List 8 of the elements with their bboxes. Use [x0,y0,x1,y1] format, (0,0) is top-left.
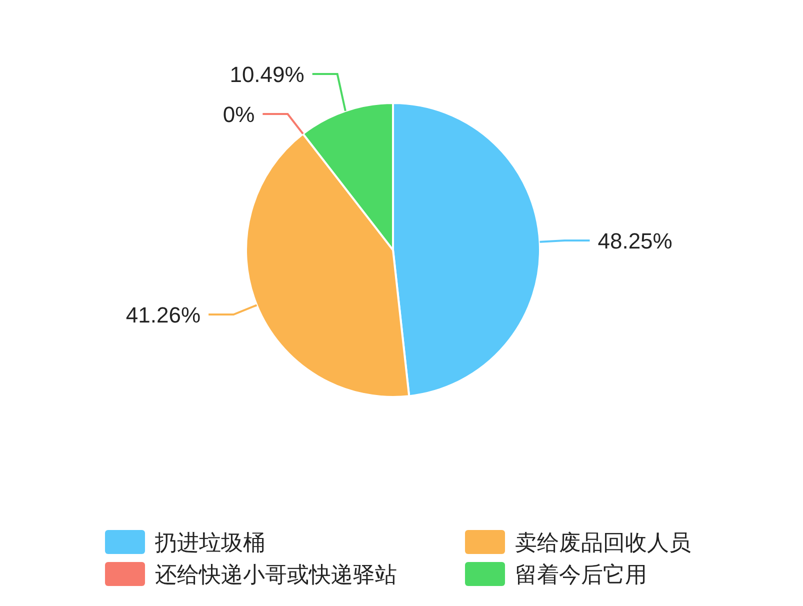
legend-label: 扔进垃圾桶 [154,530,265,555]
data-label: 41.26% [126,302,201,328]
legend-label: 卖给废品回收人员 [515,530,691,555]
text: 0% [222,102,255,128]
data-label: 10.49% [230,62,304,88]
legend-label: 留着今后它用 [515,562,647,587]
data-label: 48.25% [598,228,672,254]
legend-label: 还给快递小哥或快递驿站 [155,562,397,587]
